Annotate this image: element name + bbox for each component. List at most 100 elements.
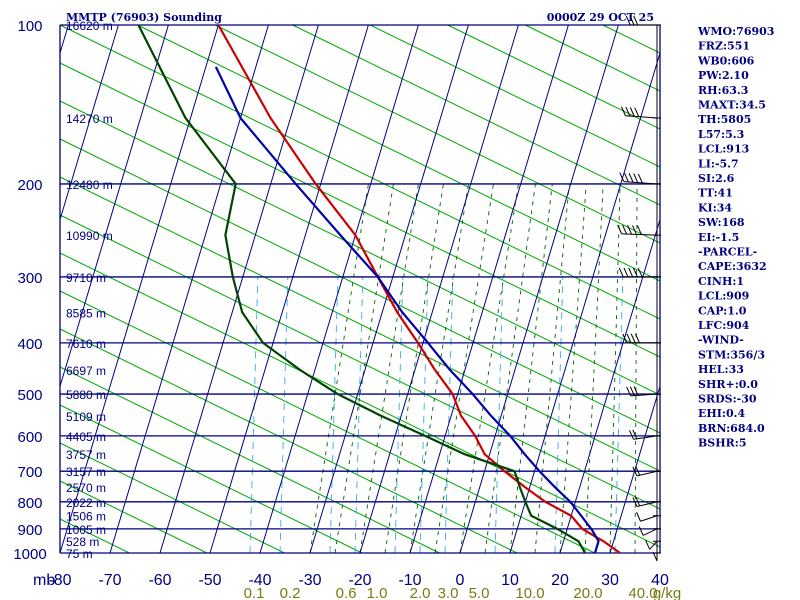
isotherm <box>459 24 619 554</box>
pressure-label: 1000 <box>13 546 46 563</box>
mixing-ratio-line <box>329 276 339 554</box>
isotherm <box>59 24 219 554</box>
isotherm <box>209 24 369 554</box>
pressure-label: 500 <box>17 387 42 404</box>
mixing-ratio-label: 40.0 <box>628 585 657 600</box>
dry-adiabat <box>602 24 661 54</box>
pressure-label: 700 <box>17 464 42 481</box>
wind-barb-feather <box>629 386 635 396</box>
wind-barb <box>642 528 658 536</box>
mixing-ratio-line <box>354 276 364 554</box>
isotherm <box>59 24 169 387</box>
wind-barb-feather <box>638 526 644 536</box>
wind-barb-feather <box>637 173 643 184</box>
mixing-ratio-label: 0.6 <box>336 585 357 600</box>
index-item: EI:-1.5 <box>698 231 739 244</box>
height-label: 8585 m <box>66 306 106 320</box>
index-item: CAPE:3632 <box>698 260 767 273</box>
index-item: RH:63.3 <box>698 84 748 97</box>
wind-barb-feather <box>617 224 623 235</box>
isotherm <box>309 24 469 554</box>
wind-profile <box>617 15 661 562</box>
mixing-ratio-label: 20.0 <box>573 585 602 600</box>
pressure-label: 300 <box>17 270 42 287</box>
wind-barb-feather <box>622 333 628 344</box>
mixing-ratio-label: 5.0 <box>469 585 490 600</box>
index-item: LCL:909 <box>698 290 749 303</box>
height-label: 3157 m <box>66 465 106 479</box>
x-tick-label: -50 <box>198 572 221 589</box>
dry-adiabat <box>525 24 661 92</box>
mixing-ratio-line <box>419 276 429 554</box>
mixing-ratio-line <box>279 276 289 554</box>
dry-adiabat <box>137 24 661 282</box>
isotherm <box>409 24 569 554</box>
wind-barb-feather <box>632 225 637 235</box>
wind-barb-feather <box>623 267 629 278</box>
wind-barb <box>649 540 658 550</box>
dry-adiabat <box>369 24 661 168</box>
index-item: WMO:76903 <box>697 25 774 38</box>
moist-adiabat <box>359 183 419 554</box>
index-item: HEL:33 <box>698 363 744 376</box>
parcel-line <box>214 66 600 554</box>
wind-barb-feather <box>628 267 634 278</box>
mixing-ratio-label: 2.0 <box>410 585 431 600</box>
index-item: CAP:1.0 <box>698 304 747 317</box>
height-label: 2022 m <box>66 496 106 510</box>
wind-barb-feather <box>634 107 640 117</box>
dry-adiabat <box>59 62 661 358</box>
dry-adiabat <box>59 176 661 472</box>
index-item: SI:2.6 <box>698 172 735 185</box>
isotherm <box>259 24 419 554</box>
sounding-series <box>137 24 621 554</box>
wind-barb-feather <box>625 106 631 117</box>
wind-barb-feather <box>632 429 638 440</box>
pressure-label: 900 <box>17 522 42 539</box>
index-item: LI:-5.7 <box>698 157 739 170</box>
height-label: 14270 m <box>66 112 113 126</box>
dry-adiabat <box>292 24 661 206</box>
dry-adiabat <box>59 214 661 510</box>
isotherm <box>509 52 661 554</box>
x-tick-label: -20 <box>348 572 371 589</box>
wind-barb-feather <box>635 466 641 476</box>
wind-barb-feather <box>637 267 643 278</box>
index-item: LCL:913 <box>698 143 749 156</box>
x-tick-label: -40 <box>248 572 271 589</box>
x-tick-label: -10 <box>398 572 421 589</box>
isotherm <box>59 24 69 54</box>
dry-adiabat <box>447 24 661 130</box>
dry-adiabat <box>59 480 208 554</box>
temperature-line <box>217 24 621 554</box>
height-label: 10990 m <box>66 229 113 243</box>
dry-adiabat <box>59 366 440 554</box>
index-item: WB0:606 <box>697 54 755 67</box>
moist-adiabat <box>584 183 604 554</box>
index-item: L57:5.3 <box>698 128 744 141</box>
wind-barb <box>630 393 658 397</box>
height-label: 5109 m <box>66 410 106 424</box>
pressure-label: 800 <box>17 495 42 512</box>
wind-barb-feather <box>635 496 641 507</box>
pressure-label: 100 <box>17 18 42 35</box>
wind-barb-feather <box>629 107 635 117</box>
minor-lines <box>59 24 661 554</box>
wind-barb-feather <box>628 173 634 183</box>
moist-adiabat <box>509 183 553 554</box>
x-tick-label: 20 <box>551 572 569 589</box>
height-label: 3757 m <box>66 448 106 462</box>
dry-adiabat <box>59 24 661 320</box>
wind-barb-feather <box>636 225 642 235</box>
dry-adiabat <box>59 252 661 548</box>
wind-barb-feather <box>622 224 628 235</box>
mixing-ratio-label: 0.1 <box>244 585 265 600</box>
dry-adiabat <box>214 24 661 244</box>
wind-barb <box>623 181 658 185</box>
x-tick-label: 30 <box>601 572 619 589</box>
wind-barb <box>636 470 658 477</box>
index-item: SRDS:-30 <box>698 393 757 406</box>
